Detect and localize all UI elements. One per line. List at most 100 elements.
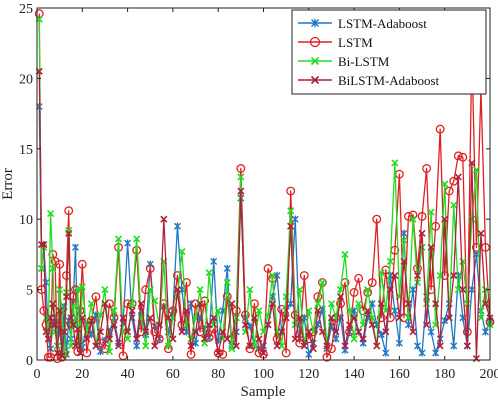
data-point: [78, 314, 86, 322]
data-point: [314, 307, 322, 315]
data-point: [56, 307, 64, 315]
data-point: [422, 164, 432, 173]
data-point: [172, 271, 182, 280]
data-point: [463, 300, 471, 308]
data-point: [386, 257, 394, 266]
data-point: [391, 307, 399, 315]
x-tick-label: 0: [34, 367, 41, 382]
data-point: [477, 314, 485, 322]
data-point: [65, 229, 73, 237]
data-point: [119, 314, 127, 322]
data-point: [110, 321, 118, 329]
data-point: [82, 348, 92, 358]
data-point: [481, 300, 490, 308]
data-point: [255, 307, 263, 315]
data-point: [432, 300, 440, 308]
legend-item: BiLSTM-Adaboost: [298, 73, 440, 88]
data-point: [96, 347, 104, 356]
data-point: [441, 215, 449, 223]
data-point: [296, 286, 304, 294]
data-point: [423, 321, 431, 329]
data-point: [336, 286, 345, 294]
data-point: [377, 331, 385, 339]
y-tick-label: 10: [19, 213, 33, 228]
data-point: [55, 259, 65, 269]
data-point: [291, 215, 299, 223]
data-point: [214, 349, 222, 357]
data-point: [145, 264, 155, 273]
data-point: [327, 314, 336, 322]
data-point: [432, 349, 440, 357]
data-point: [341, 250, 349, 258]
legend-marker: [310, 75, 320, 85]
data-point: [367, 278, 377, 288]
data-point: [368, 321, 376, 329]
data-point: [124, 328, 132, 336]
data-point: [87, 317, 95, 325]
data-point: [53, 349, 61, 357]
data-point: [42, 278, 50, 287]
data-point: [278, 328, 286, 336]
data-point: [205, 321, 213, 329]
data-point: [114, 235, 123, 243]
data-point: [318, 328, 326, 336]
data-point: [92, 342, 100, 350]
data-point: [105, 347, 114, 356]
data-point: [314, 300, 322, 308]
data-point: [291, 335, 299, 343]
data-point: [72, 243, 79, 251]
data-point: [56, 286, 64, 294]
legend-marker: [311, 18, 319, 28]
y-tick-label: 5: [26, 284, 33, 299]
data-point: [60, 328, 68, 336]
data-point: [264, 321, 272, 329]
data-point: [77, 259, 87, 269]
data-point: [354, 273, 364, 283]
data-point: [391, 159, 399, 167]
data-point: [187, 300, 195, 308]
data-point: [42, 328, 50, 336]
data-point: [241, 321, 249, 329]
data-point: [286, 186, 296, 196]
data-point: [137, 300, 145, 308]
data-point: [313, 292, 323, 302]
data-point: [64, 206, 74, 216]
data-point: [400, 257, 408, 266]
data-point: [441, 180, 449, 188]
data-point: [96, 328, 104, 336]
data-point: [477, 229, 485, 237]
data-point: [355, 328, 363, 336]
data-point: [418, 349, 426, 357]
legend-item: LSTM: [298, 35, 373, 50]
data-point: [382, 328, 390, 336]
data-point: [78, 283, 86, 291]
data-point: [164, 314, 172, 322]
data-point: [327, 344, 336, 354]
data-point: [450, 342, 458, 350]
data-point: [187, 342, 195, 350]
x-tick-label: 120: [298, 367, 319, 382]
data-point: [332, 335, 340, 343]
legend-marker: [310, 56, 320, 66]
data-point: [395, 314, 403, 322]
data-point: [282, 293, 290, 301]
data-point: [400, 236, 408, 244]
legend-item: Bi-LSTM: [298, 54, 390, 69]
data-point: [65, 226, 73, 235]
data-point: [110, 307, 118, 315]
data-point: [86, 316, 96, 326]
legend-label: BiLSTM-Adaboost: [338, 73, 440, 88]
data-point: [268, 271, 277, 280]
legend-item: LSTM-Adaboost: [298, 16, 427, 31]
data-point: [232, 314, 240, 322]
data-point: [222, 292, 232, 302]
data-point: [468, 159, 476, 167]
data-point: [309, 345, 317, 353]
data-point: [250, 314, 259, 322]
data-point: [427, 243, 435, 251]
data-point: [259, 349, 268, 357]
data-point: [409, 215, 417, 223]
data-point: [305, 307, 313, 315]
data-point: [450, 271, 458, 280]
data-point: [150, 327, 160, 337]
